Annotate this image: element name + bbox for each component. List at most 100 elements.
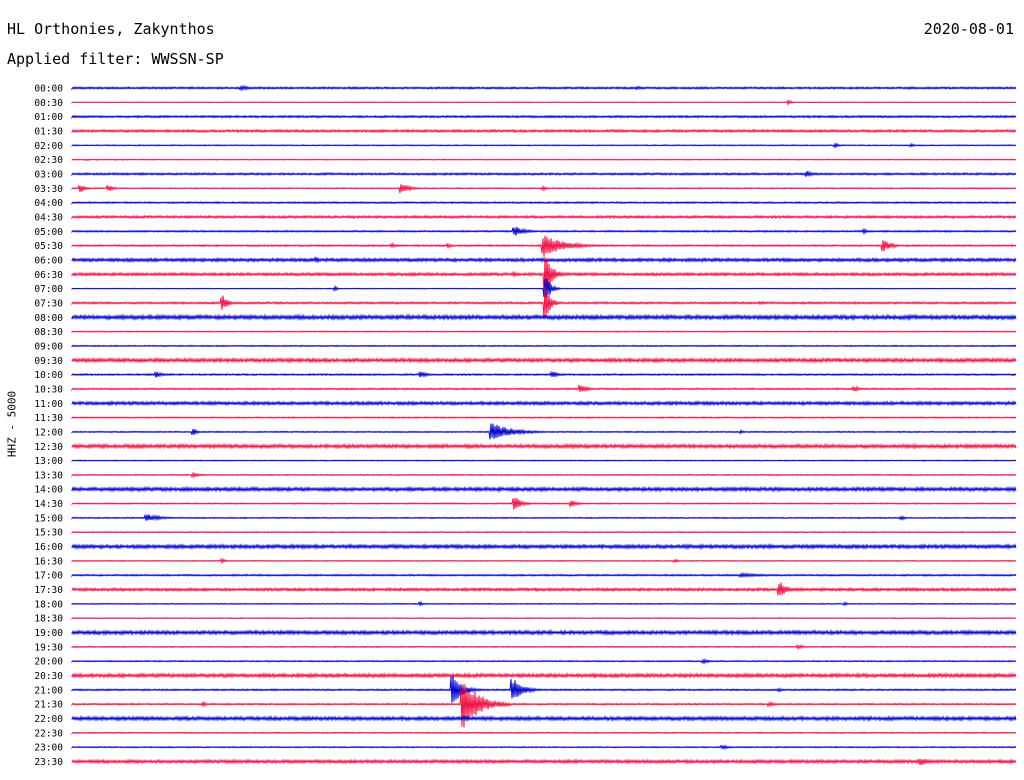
trace-line — [71, 671, 1017, 680]
trace-line — [71, 98, 1017, 107]
time-tick-label: 12:00 — [34, 427, 63, 438]
trace-line — [71, 400, 1017, 407]
trace-line — [71, 530, 1017, 534]
trace-line — [71, 657, 1017, 665]
trace-line — [71, 471, 1017, 479]
time-tick-label: 07:30 — [34, 298, 63, 309]
time-tick-label: 07:00 — [34, 284, 63, 295]
trace-line — [71, 714, 1017, 723]
time-tick-label: 23:00 — [34, 743, 63, 754]
time-tick-label: 16:30 — [34, 556, 63, 567]
time-tick-label: 05:00 — [34, 227, 63, 238]
time-label-group: 00:00 00:30 01:00 01:30 02:00 02:30 03:00 03:30… — [34, 84, 63, 769]
trace-line — [71, 571, 1017, 579]
time-tick-label: 13:30 — [34, 470, 63, 481]
time-tick-label: 00:30 — [34, 98, 63, 109]
time-tick-label: 15:30 — [34, 528, 63, 539]
time-tick-label: 03:30 — [34, 184, 63, 195]
trace-line — [71, 617, 1017, 620]
time-tick-label: 01:00 — [34, 112, 63, 123]
trace-line — [71, 442, 1017, 450]
trace-line — [71, 114, 1017, 120]
trace-line — [71, 423, 1017, 440]
time-tick-label: 21:00 — [34, 685, 63, 696]
trace-line — [71, 497, 1017, 510]
trace-line — [71, 257, 1017, 294]
trace-line — [71, 200, 1017, 205]
trace-line — [71, 214, 1017, 220]
time-tick-label: 09:00 — [34, 341, 63, 352]
time-tick-label: 00:00 — [34, 84, 63, 95]
trace-line — [71, 278, 1017, 298]
trace-line — [71, 731, 1017, 735]
time-tick-label: 03:00 — [34, 169, 63, 180]
station-title: HL Orthonies, Zakynthos — [7, 20, 215, 38]
time-tick-label: 19:30 — [34, 642, 63, 653]
trace-line — [71, 643, 1017, 651]
trace-line — [71, 582, 1017, 596]
trace-group — [71, 84, 1017, 766]
trace-line — [71, 513, 1017, 522]
time-tick-label: 17:30 — [34, 585, 63, 596]
time-tick-label: 05:30 — [34, 241, 63, 252]
trace-line — [71, 286, 1017, 319]
trace-line — [71, 235, 1017, 257]
trace-line — [71, 84, 1017, 92]
time-tick-label: 18:30 — [34, 614, 63, 625]
trace-line — [71, 128, 1017, 134]
trace-line — [71, 255, 1017, 264]
time-tick-label: 11:00 — [34, 399, 63, 410]
trace-line — [71, 356, 1017, 364]
trace-line — [71, 330, 1017, 334]
time-tick-label: 20:30 — [34, 671, 63, 682]
time-tick-label: 12:30 — [34, 442, 63, 453]
time-tick-label: 02:00 — [34, 141, 63, 152]
time-tick-label: 10:00 — [34, 370, 63, 381]
trace-line — [71, 184, 1017, 194]
trace-line — [71, 600, 1017, 607]
time-tick-label: 09:30 — [34, 356, 63, 367]
trace-line — [71, 459, 1017, 462]
time-tick-label: 10:30 — [34, 384, 63, 395]
time-tick-label: 02:30 — [34, 155, 63, 166]
trace-line — [71, 158, 1017, 161]
time-tick-label: 19:00 — [34, 628, 63, 639]
trace-line — [71, 226, 1017, 236]
time-tick-label: 06:30 — [34, 270, 63, 281]
time-tick-label: 04:00 — [34, 198, 63, 209]
trace-line — [71, 344, 1017, 348]
time-tick-label: 22:30 — [34, 728, 63, 739]
time-tick-label: 04:30 — [34, 212, 63, 223]
time-tick-label: 22:00 — [34, 714, 63, 725]
time-tick-label: 21:30 — [34, 700, 63, 711]
trace-line — [71, 384, 1017, 393]
trace-line — [71, 542, 1017, 551]
trace-line — [71, 370, 1017, 379]
time-tick-label: 06:00 — [34, 255, 63, 266]
trace-line — [71, 313, 1017, 322]
trace-line — [71, 416, 1017, 420]
time-tick-label: 14:00 — [34, 485, 63, 496]
trace-line — [71, 170, 1017, 178]
trace-line — [71, 628, 1017, 637]
trace-line — [71, 744, 1017, 751]
time-tick-label: 15:00 — [34, 513, 63, 524]
time-tick-label: 18:00 — [34, 599, 63, 610]
time-tick-label: 01:30 — [34, 126, 63, 137]
time-tick-label: 20:00 — [34, 657, 63, 668]
time-tick-label: 23:30 — [34, 757, 63, 768]
filter-label: Applied filter: WWSSN-SP — [7, 50, 224, 68]
time-tick-label: 11:30 — [34, 413, 63, 424]
time-tick-label: 13:00 — [34, 456, 63, 467]
time-tick-label: 08:00 — [34, 313, 63, 324]
trace-line — [71, 485, 1017, 493]
time-tick-label: 08:30 — [34, 327, 63, 338]
trace-line — [71, 557, 1017, 565]
trace-line — [71, 676, 1017, 703]
time-tick-label: 14:30 — [34, 499, 63, 510]
time-tick-label: 17:00 — [34, 571, 63, 582]
trace-line — [71, 758, 1017, 766]
time-tick-label: 16:00 — [34, 542, 63, 553]
date-label: 2020-08-01 — [923, 20, 1014, 38]
